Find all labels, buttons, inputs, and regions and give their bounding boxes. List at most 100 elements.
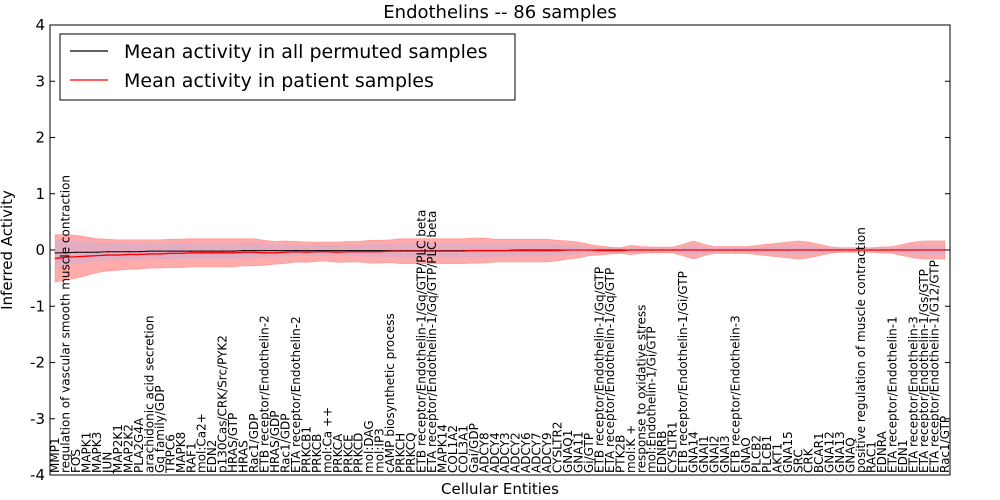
data-point xyxy=(284,251,287,253)
entity-label: EDNRB xyxy=(655,431,669,473)
data-point xyxy=(96,255,98,257)
data-point xyxy=(295,251,297,253)
entity-label: AKT1 xyxy=(770,443,784,473)
entity-label: Gq family/GDP xyxy=(153,385,167,473)
entity-label: ETB receptor/Endothelin-3 xyxy=(728,315,742,473)
data-point xyxy=(724,249,726,251)
data-point xyxy=(106,251,109,253)
data-point xyxy=(263,252,266,254)
data-point xyxy=(127,251,130,253)
entity-label: ETA receptor/Endothelin-1/Gq/GTP/PLC bet… xyxy=(425,211,439,473)
data-point xyxy=(347,249,349,252)
data-point xyxy=(902,249,904,251)
entity-label: ETA receptor/Endothelin-2 xyxy=(289,316,303,473)
data-point xyxy=(284,249,287,252)
legend: Mean activity in all permuted samples Me… xyxy=(59,33,516,101)
data-point xyxy=(337,249,339,252)
entity-label: PRKCH xyxy=(394,433,408,473)
data-point xyxy=(661,249,663,251)
entity-label: CRK xyxy=(802,447,816,473)
entity-label: COL3A1 xyxy=(456,425,470,473)
entity-label: response to oxidative stress xyxy=(634,305,648,473)
data-point xyxy=(745,249,747,251)
data-point xyxy=(598,249,601,252)
data-point xyxy=(138,253,140,256)
y-tick-label: 3 xyxy=(35,72,45,90)
data-point xyxy=(253,249,255,252)
entity-label: EDNRA xyxy=(875,430,889,473)
data-point xyxy=(734,249,737,251)
data-point xyxy=(326,249,328,252)
entity-label: BCAR1 xyxy=(812,432,826,473)
entity-label: GNA13 xyxy=(833,431,847,473)
y-axis-label: Inferred Activity xyxy=(0,190,16,310)
band-layer xyxy=(54,234,946,283)
data-point xyxy=(703,249,705,251)
legend-box xyxy=(59,33,516,101)
data-point xyxy=(127,253,130,256)
data-point xyxy=(923,249,925,251)
entity-label: PRKCD xyxy=(352,433,366,473)
entity-label: mol:Ca2+ xyxy=(195,413,209,473)
data-point xyxy=(169,250,171,252)
data-point xyxy=(169,252,171,254)
entity-label: ETB receptor/Endothelin-1/Gq/GTP/PLC bet… xyxy=(415,210,429,473)
data-point xyxy=(75,251,77,253)
entity-label: GNA14 xyxy=(687,431,701,473)
entity-label: positive regulation of muscle contractio… xyxy=(854,227,868,473)
entity-label: PLA2G4A xyxy=(132,417,146,473)
entity-label: RAC1 xyxy=(865,441,879,473)
entity-label: ETA receptor/Endothelin-3 xyxy=(906,316,920,473)
entity-label: PLCB2 xyxy=(749,435,763,473)
entity-label: PRKCE xyxy=(341,434,355,473)
entity-label: GNAI1 xyxy=(697,435,711,473)
data-point xyxy=(651,249,653,251)
data-point xyxy=(577,249,580,251)
entity-label: GNA15 xyxy=(781,431,795,473)
data-point xyxy=(441,250,444,252)
x-axis-label: Cellular Entities xyxy=(441,480,559,498)
band-permuted xyxy=(55,239,945,266)
entity-label: GNA12 xyxy=(823,431,837,473)
data-point xyxy=(295,249,297,252)
data-point xyxy=(891,249,894,251)
data-point xyxy=(148,250,151,252)
data-point xyxy=(713,249,716,251)
data-point xyxy=(860,249,862,251)
data-point xyxy=(766,249,768,251)
data-point xyxy=(54,252,56,254)
data-point xyxy=(452,250,454,252)
entity-label: MAP2K2 xyxy=(121,424,135,473)
data-point xyxy=(180,250,182,252)
entity-label: cAMP biosynthetic process xyxy=(383,313,397,473)
data-point xyxy=(159,250,161,252)
entity-label: GNAO xyxy=(739,437,753,473)
entity-label: ADCY9 xyxy=(540,432,554,473)
entity-label: GNAQ1 xyxy=(561,430,575,473)
data-point xyxy=(190,252,192,254)
entity-label: mol:IP3 xyxy=(373,428,387,473)
data-point xyxy=(818,249,820,251)
entity-label: regulation of vascular smooth muscle con… xyxy=(59,175,73,473)
entity-label: COL1A2 xyxy=(446,425,460,473)
entity-label: JUN xyxy=(101,452,115,474)
data-point xyxy=(420,250,423,252)
data-point xyxy=(933,249,935,251)
entity-label: ETB receptor/Endothelin-1/Gi/GTP xyxy=(676,271,690,473)
data-point xyxy=(305,249,307,252)
entity-label: PTK2B xyxy=(613,435,627,473)
legend-label-patient: Mean activity in patient samples xyxy=(124,70,434,92)
y-tick-label: 1 xyxy=(35,185,45,203)
data-point xyxy=(410,250,412,252)
y-tick-label: -1 xyxy=(30,297,45,315)
data-point xyxy=(243,251,245,253)
entity-label: mol:Endothelin-1/Gi/GTP xyxy=(645,326,659,473)
entity-label: arachidonic acid secretion xyxy=(142,316,156,473)
y-tick-label: -4 xyxy=(30,466,45,484)
entity-label: mol:DAG xyxy=(362,420,376,473)
data-point xyxy=(462,250,464,252)
data-point xyxy=(399,250,402,252)
entity-label: EDN1 xyxy=(896,440,910,473)
data-point xyxy=(159,253,161,255)
